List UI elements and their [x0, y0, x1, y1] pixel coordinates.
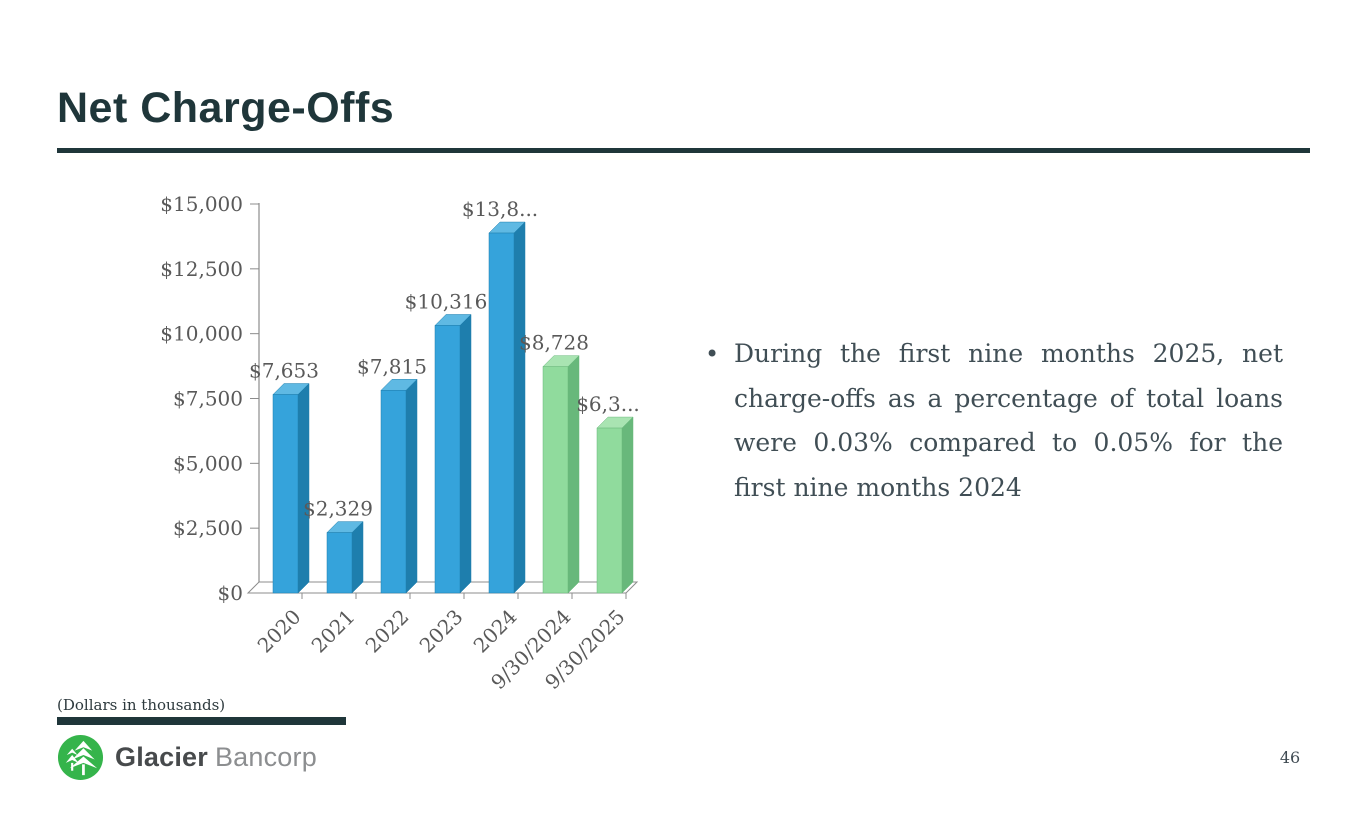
bar-side-face [297, 382, 310, 594]
bullet-list: • During the first nine months 2025, net… [705, 332, 1283, 510]
bar-value-label: $7,653 [249, 359, 319, 383]
footer-accent-bar [57, 717, 346, 725]
bar-front-face [542, 366, 569, 594]
glacier-tree-icon [57, 734, 104, 781]
bar-side-face [513, 221, 526, 594]
page-number: 46 [1279, 748, 1301, 767]
bar-side-face [621, 416, 634, 594]
x-category-label: 2021 [307, 605, 360, 658]
bullet-text: During the first nine months 2025, net c… [734, 332, 1283, 510]
bar-front-face [596, 427, 623, 594]
bar-2023 [434, 313, 472, 594]
bar-value-label: $13,8... [462, 197, 538, 221]
y-tick-label: $12,500 [160, 257, 243, 281]
x-category-label: 2023 [415, 605, 468, 658]
logo-wordmark: Glacier Bancorp [115, 742, 317, 773]
bar-2020 [272, 382, 310, 594]
bar-front-face [434, 325, 461, 594]
y-tick-label: $0 [218, 581, 243, 605]
bar-side-face [351, 520, 364, 594]
bar-front-face [326, 532, 353, 594]
x-category-label: 2022 [361, 605, 414, 658]
bar-value-label: $7,815 [357, 354, 427, 378]
title-underline [57, 148, 1310, 153]
glacier-bancorp-logo: Glacier Bancorp [57, 734, 317, 781]
bar-2022 [380, 378, 418, 594]
logo-text-glacier: Glacier [115, 742, 208, 772]
bullet-text-line: During the first nine months 2025, net [734, 339, 1283, 368]
y-tick-label: $15,000 [160, 192, 243, 216]
bar-9/30/2024 [542, 355, 580, 594]
bar-front-face [272, 394, 299, 594]
bullet-text-line: were 0.03% compared to 0.05% for the [734, 428, 1283, 457]
chart-svg: $0 $2,500 $5,000 $7,500 $10,000 $12,500 $15,00… [160, 192, 640, 694]
bar-value-label: $2,329 [303, 497, 373, 521]
units-footnote: (Dollars in thousands) [57, 696, 226, 714]
logo-text-bancorp: Bancorp [214, 742, 317, 772]
bar-9/30/2025 [596, 416, 634, 594]
y-tick-label: $5,000 [173, 451, 243, 475]
bar-value-label: $8,728 [519, 331, 589, 355]
bullet-text-line: first nine months 2024 [734, 472, 1022, 502]
bar-value-label: $10,316 [405, 289, 488, 313]
bullet-item: • During the first nine months 2025, net… [705, 332, 1283, 510]
net-charge-offs-chart: $0 $2,500 $5,000 $7,500 $10,000 $12,500 $15,00… [100, 190, 700, 715]
bullet-marker: • [705, 340, 720, 368]
x-category-label: 2020 [253, 605, 306, 658]
bar-front-face [488, 232, 515, 594]
bullet-text-line: charge-offs as a percentage of total loa… [734, 383, 1283, 413]
page-title: Net Charge-Offs [57, 84, 395, 132]
bar-front-face [380, 390, 407, 594]
bar-value-label: $6,3... [576, 392, 640, 416]
bar-side-face [405, 378, 418, 594]
bar-2021 [326, 520, 364, 594]
y-tick-label: $10,000 [160, 322, 243, 346]
y-tick-label: $2,500 [173, 516, 243, 540]
bar-2024 [488, 221, 526, 594]
bar-side-face [459, 313, 472, 594]
y-tick-label: $7,500 [173, 387, 243, 411]
